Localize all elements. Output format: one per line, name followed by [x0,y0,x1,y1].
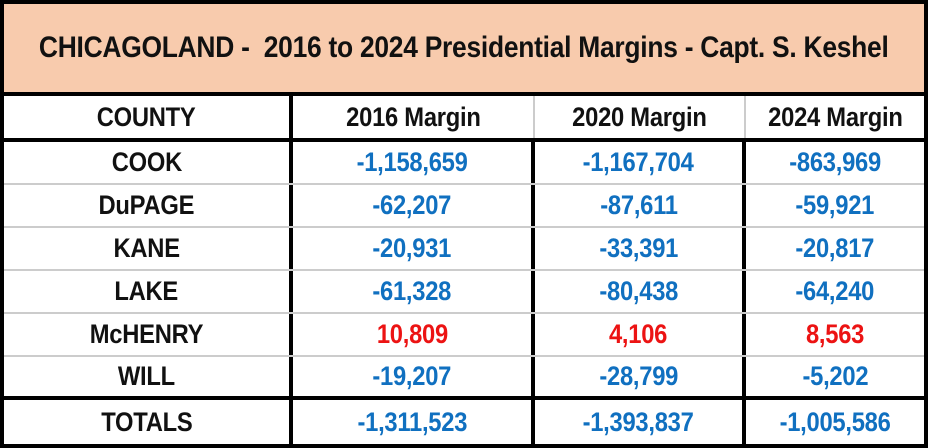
table-row: LAKE -61,328 -80,438 -64,240 [4,271,924,314]
margin-cell: -33,391 [535,228,746,269]
margin-cell: -87,611 [535,185,746,226]
table-row: DuPAGE -62,207 -87,611 -59,921 [4,185,924,228]
margin-cell: -863,969 [789,147,881,177]
county-cell: COOK [4,142,293,183]
totals-row: TOTALS -1,311,523 -1,393,837 -1,005,586 [4,400,924,444]
margin-cell: -20,817 [795,233,875,263]
table-row: McHENRY 10,809 4,106 8,563 [4,314,924,357]
table-row: WILL -19,207 -28,799 -5,202 [4,357,924,400]
margin-cell: -19,207 [293,357,535,396]
table-header-row: COUNTY 2016 Margin 2020 Margin 2024 Marg… [4,96,924,142]
margin-cell: 10,809 [293,314,535,355]
margin-cell: -61,328 [293,271,535,312]
margin-cell: 8,563 [805,319,865,349]
totals-label-cell: TOTALS [4,400,293,444]
margin-cell: -59,921 [795,190,875,220]
margin-cell: -1,167,704 [535,142,746,183]
margin-cell: -1,158,659 [293,142,535,183]
county-cell: WILL [4,357,293,396]
table-title-banner: CHICAGOLAND - 2016 to 2024 Presidential … [4,4,924,96]
county-cell: DuPAGE [4,185,293,226]
header-county: COUNTY [4,96,293,138]
margin-cell: -80,438 [535,271,746,312]
margin-cell: -20,931 [293,228,535,269]
header-2020-margin: 2020 Margin [535,96,746,138]
table-body: COOK -1,158,659 -1,167,704 -863,969 DuPAGE -6… [4,142,924,400]
county-cell: McHENRY [4,314,293,355]
margin-cell: -62,207 [293,185,535,226]
margin-cell: -64,240 [795,276,875,306]
margin-cell: 4,106 [535,314,746,355]
table-row: KANE -20,931 -33,391 -20,817 [4,228,924,271]
table-title: CHICAGOLAND - 2016 to 2024 Presidential … [39,31,889,64]
header-2016-margin: 2016 Margin [293,96,535,138]
county-cell: LAKE [4,271,293,312]
county-cell: KANE [4,228,293,269]
totals-2016-cell: -1,311,523 [293,400,535,444]
margin-cell: -28,799 [535,357,746,396]
table-row: COOK -1,158,659 -1,167,704 -863,969 [4,142,924,185]
header-2024-margin: 2024 Margin [767,101,903,132]
totals-2020-cell: -1,393,837 [535,400,746,444]
margin-cell: -5,202 [802,361,868,391]
totals-2024-cell: -1,005,586 [779,406,891,437]
